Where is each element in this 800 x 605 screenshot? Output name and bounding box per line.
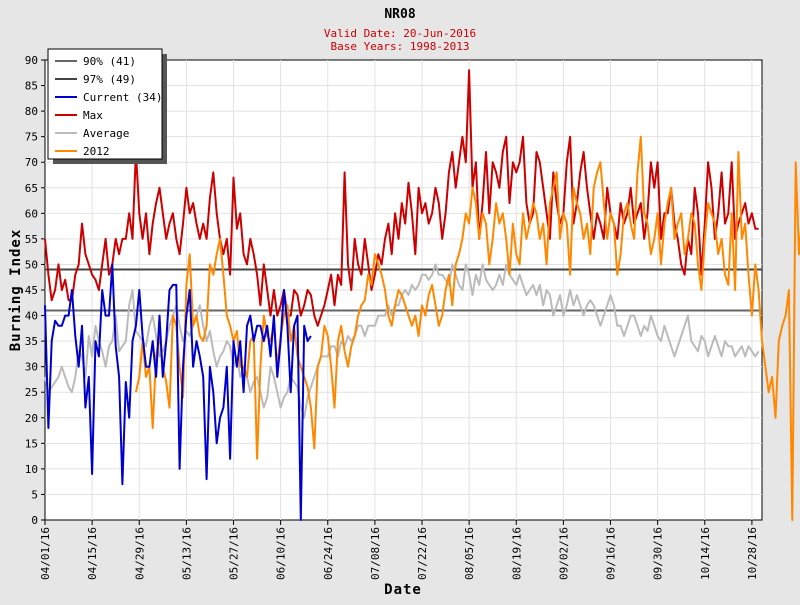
subtitle-base-years: Base Years: 1998-2013 xyxy=(330,40,469,53)
x-tick-label: 10/14/16 xyxy=(699,527,712,580)
x-axis-ticks: 04/01/16 04/15/16 04/29/16 05/13/16 05/27/16… xyxy=(39,520,759,580)
legend-label-max: Max xyxy=(83,109,103,122)
y-tick-label: 85 xyxy=(25,80,38,93)
series-lines xyxy=(44,69,800,521)
legend-label-90-41: 90% (41) xyxy=(83,55,136,68)
y-tick-label: 15 xyxy=(25,437,38,450)
y-axis-label: Burning Index xyxy=(8,229,24,352)
x-tick-label: 09/16/16 xyxy=(605,527,618,580)
x-tick-label: 09/30/16 xyxy=(652,527,665,580)
y-tick-label: 45 xyxy=(25,284,38,297)
legend-label-average: Average xyxy=(83,127,129,140)
y-tick-label: 5 xyxy=(31,488,38,501)
x-tick-label: 08/05/16 xyxy=(463,527,476,580)
y-axis-ticks: 0 5 10 15 20 25 30 35 40 45 50 55 60 65 70 75 80 85 90 xyxy=(25,54,45,527)
legend: 90% (41) 97% (49) Current (34) Max Average 20… xyxy=(47,48,167,164)
y-tick-label: 75 xyxy=(25,131,38,144)
y-tick-label: 65 xyxy=(25,182,38,195)
subtitle-valid-date: Valid Date: 20-Jun-2016 xyxy=(324,27,476,40)
legend-box xyxy=(47,48,163,160)
x-tick-label: 06/10/16 xyxy=(275,527,288,580)
y-tick-label: 55 xyxy=(25,233,38,246)
y-tick-label: 30 xyxy=(25,361,38,374)
y-tick-label: 25 xyxy=(25,386,38,399)
y-tick-label: 80 xyxy=(25,105,38,118)
legend-label-2012: 2012 xyxy=(83,145,110,158)
y-tick-label: 20 xyxy=(25,412,38,425)
x-tick-label: 05/13/16 xyxy=(180,527,193,580)
x-tick-label: 05/27/16 xyxy=(228,527,241,580)
y-tick-label: 60 xyxy=(25,207,38,220)
x-tick-label: 10/28/16 xyxy=(746,527,759,580)
x-tick-label: 07/22/16 xyxy=(416,527,429,580)
x-tick-label: 09/02/16 xyxy=(557,527,570,580)
x-tick-label: 04/29/16 xyxy=(133,527,146,580)
x-tick-label: 07/08/16 xyxy=(369,527,382,580)
y-tick-label: 40 xyxy=(25,310,38,323)
y-tick-label: 70 xyxy=(25,156,38,169)
x-axis-label: Date xyxy=(384,582,422,598)
legend-items: 90% (41) 97% (49) Current (34) Max Average 20… xyxy=(55,55,162,158)
y-tick-label: 50 xyxy=(25,258,38,271)
series-line-current-34 xyxy=(44,263,312,521)
y-tick-label: 35 xyxy=(25,335,38,348)
x-tick-label: 04/01/16 xyxy=(39,527,52,580)
y-tick-label: 90 xyxy=(25,54,38,67)
y-tick-label: 10 xyxy=(25,463,38,476)
chart-title: NR08 xyxy=(384,7,415,22)
x-tick-label: 06/24/16 xyxy=(322,527,335,580)
legend-label-current-34: Current (34) xyxy=(83,91,162,104)
x-tick-label: 08/19/16 xyxy=(510,527,523,580)
x-tick-label: 04/15/16 xyxy=(86,527,99,580)
legend-label-97-49: 97% (49) xyxy=(83,73,136,86)
reference-lines xyxy=(45,268,762,312)
series-line-max xyxy=(44,69,759,327)
y-tick-label: 0 xyxy=(31,514,38,527)
